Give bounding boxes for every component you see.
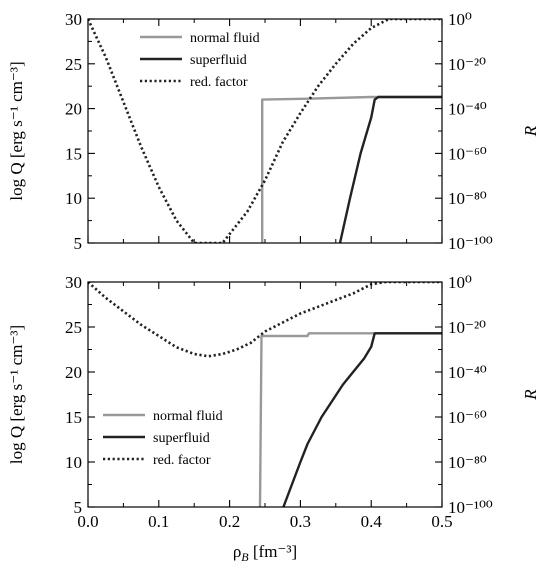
y2-tick-label: 10⁻¹⁰⁰ xyxy=(448,234,493,253)
series-group xyxy=(88,282,442,507)
legend-label: red. factor xyxy=(153,453,211,468)
y-tick-label: 25 xyxy=(65,318,82,337)
x-tick-label: 0.4 xyxy=(361,512,383,531)
legend-label: red. factor xyxy=(190,75,248,90)
y2-tick-label: 10⁰ xyxy=(448,10,472,29)
x-tick-label: 0.0 xyxy=(77,512,98,531)
legend-label: superfluid xyxy=(190,53,247,68)
y2-axis-label: R xyxy=(521,389,540,401)
series-line-red-factor xyxy=(88,19,442,243)
legend-label: normal fluid xyxy=(190,31,260,46)
y-axis-label: log Q [erg s⁻¹ cm⁻³] xyxy=(7,61,26,200)
plot-frame xyxy=(87,18,443,244)
series-line-normal-fluid xyxy=(261,95,442,243)
y-tick-label: 20 xyxy=(65,363,82,382)
series-line-red-factor xyxy=(88,282,442,358)
legend-label: superfluid xyxy=(153,431,210,446)
y-tick-label: 20 xyxy=(65,100,82,119)
y2-tick-label: 10⁻⁸⁰ xyxy=(448,189,487,208)
panel-bottom: 0.0 0.1 0.2 0.3 0.4 0.5 5 10 15 20 25 30 10⁻¹⁰⁰ 10⁻⁸⁰… xyxy=(7,273,540,564)
x-tick-label: 0.1 xyxy=(148,512,169,531)
y2-tick-label: 10⁰ xyxy=(448,273,472,292)
x-tick-label: 0.5 xyxy=(431,512,452,531)
y-tick-label: 25 xyxy=(65,55,82,74)
y-tick-label: 30 xyxy=(65,273,82,292)
plot-frame xyxy=(87,281,443,508)
y2-axis-label: R xyxy=(521,125,540,137)
y-axis-label: log Q [erg s⁻¹ cm⁻³] xyxy=(7,325,26,464)
y2-tick-label: 10⁻⁶⁰ xyxy=(448,144,487,163)
y-tick-label: 5 xyxy=(74,498,83,517)
legend: normal fluid superfluid red. factor xyxy=(103,409,223,468)
y2-tick-label: 10⁻⁸⁰ xyxy=(448,453,487,472)
y-tick-label: 30 xyxy=(65,10,82,29)
y2-tick-label: 10⁻²⁰ xyxy=(448,55,486,74)
series-line-superfluid xyxy=(338,95,442,243)
y-tick-label: 10 xyxy=(65,453,82,472)
series-line-normal-fluid xyxy=(258,332,442,507)
y-tick-label: 5 xyxy=(74,234,83,253)
panel-top: 5 10 15 20 25 30 10⁻¹⁰⁰ 10⁻⁸⁰ 10⁻⁶⁰ 10⁻⁴⁰ 10⁻²⁰ 10⁰… xyxy=(7,10,540,253)
y2-tick-label: 10⁻¹⁰⁰ xyxy=(448,498,493,517)
y2-tick-label: 10⁻⁶⁰ xyxy=(448,408,487,427)
legend: normal fluid superfluid red. factor xyxy=(140,31,260,90)
series-group xyxy=(88,19,442,243)
series-line-superfluid xyxy=(282,332,442,507)
y2-tick-label: 10⁻⁴⁰ xyxy=(448,363,487,382)
y-tick-label: 15 xyxy=(65,144,82,163)
y-tick-label: 15 xyxy=(65,408,82,427)
y2-tick-label: 10⁻⁴⁰ xyxy=(448,100,487,119)
y2-tick-label: 10⁻²⁰ xyxy=(448,318,486,337)
x-tick-label: 0.3 xyxy=(290,512,311,531)
legend-label: normal fluid xyxy=(153,409,223,424)
y-tick-label: 10 xyxy=(65,189,82,208)
x-axis-label: ρB [fm⁻³] xyxy=(233,542,297,564)
x-tick-label: 0.2 xyxy=(219,512,240,531)
